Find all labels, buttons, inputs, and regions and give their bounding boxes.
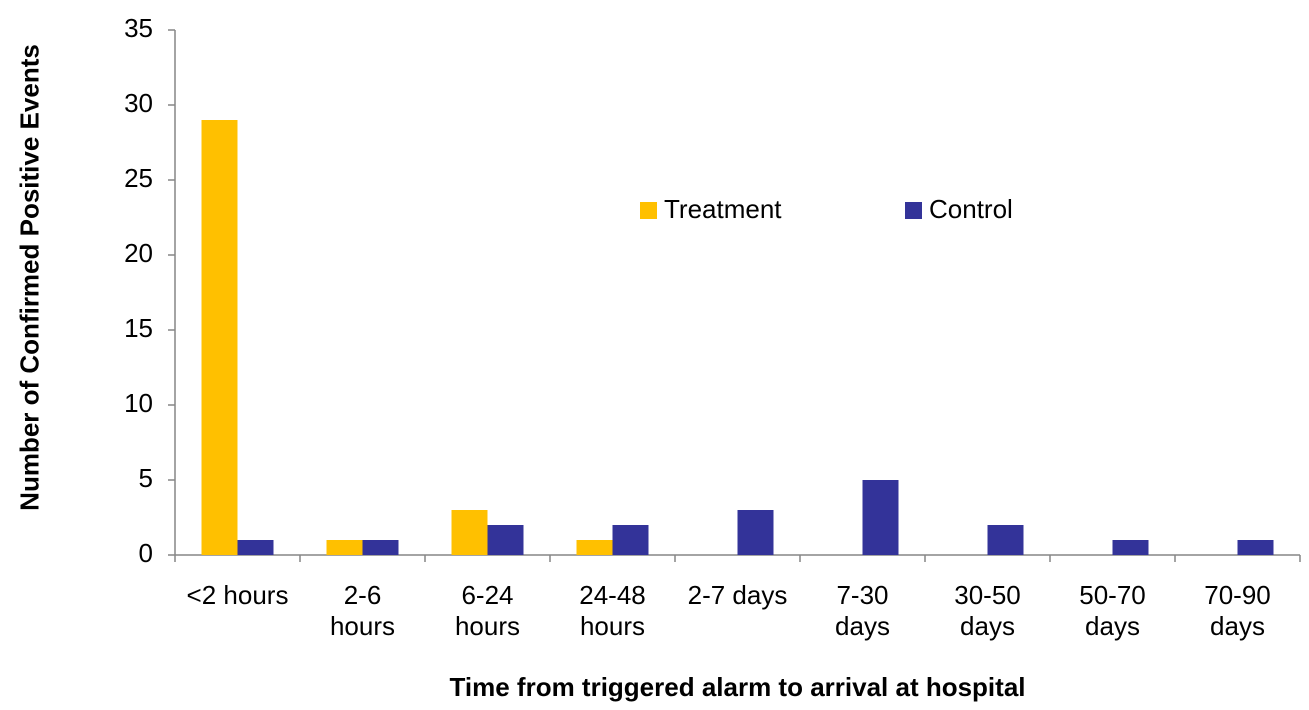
y-tick-label: 5 — [139, 463, 153, 493]
bar — [326, 540, 363, 555]
x-tick-label: 7-30 days — [835, 580, 890, 641]
bar — [737, 510, 774, 555]
y-tick-label: 20 — [124, 238, 153, 268]
legend-label: Treatment — [664, 194, 782, 224]
y-tick-label: 30 — [124, 88, 153, 118]
bar — [237, 540, 274, 555]
x-tick-label: 24-48 hours — [579, 580, 646, 641]
legend-swatch — [640, 202, 657, 219]
bar — [201, 120, 238, 555]
y-tick-label: 10 — [124, 388, 153, 418]
legend-label: Control — [929, 194, 1013, 224]
bar — [612, 525, 649, 555]
bar — [487, 525, 524, 555]
y-tick-label: 35 — [124, 13, 153, 43]
x-axis-label: Time from triggered alarm to arrival at … — [449, 672, 1026, 702]
bar — [1237, 540, 1274, 555]
bar — [362, 540, 399, 555]
x-tick-label: 6-24 hours — [454, 580, 521, 641]
legend-swatch — [905, 202, 922, 219]
bar — [451, 510, 488, 555]
y-tick-label: 0 — [139, 538, 153, 568]
x-tick-label: 70-90 days — [1204, 580, 1271, 641]
bar — [862, 480, 899, 555]
y-tick-label: 25 — [124, 163, 153, 193]
y-axis-label: Number of Confirmed Positive Events — [14, 44, 45, 511]
x-tick-label: 50-70 days — [1079, 580, 1146, 641]
y-tick-label: 15 — [124, 313, 153, 343]
bar — [576, 540, 613, 555]
x-tick-label: 30-50 days — [954, 580, 1021, 641]
x-tick-label: 2-6 hours — [329, 580, 396, 641]
bar — [987, 525, 1024, 555]
bar — [1112, 540, 1149, 555]
x-tick-label: <2 hours — [186, 580, 289, 610]
x-tick-label: 2-7 days — [687, 580, 788, 610]
